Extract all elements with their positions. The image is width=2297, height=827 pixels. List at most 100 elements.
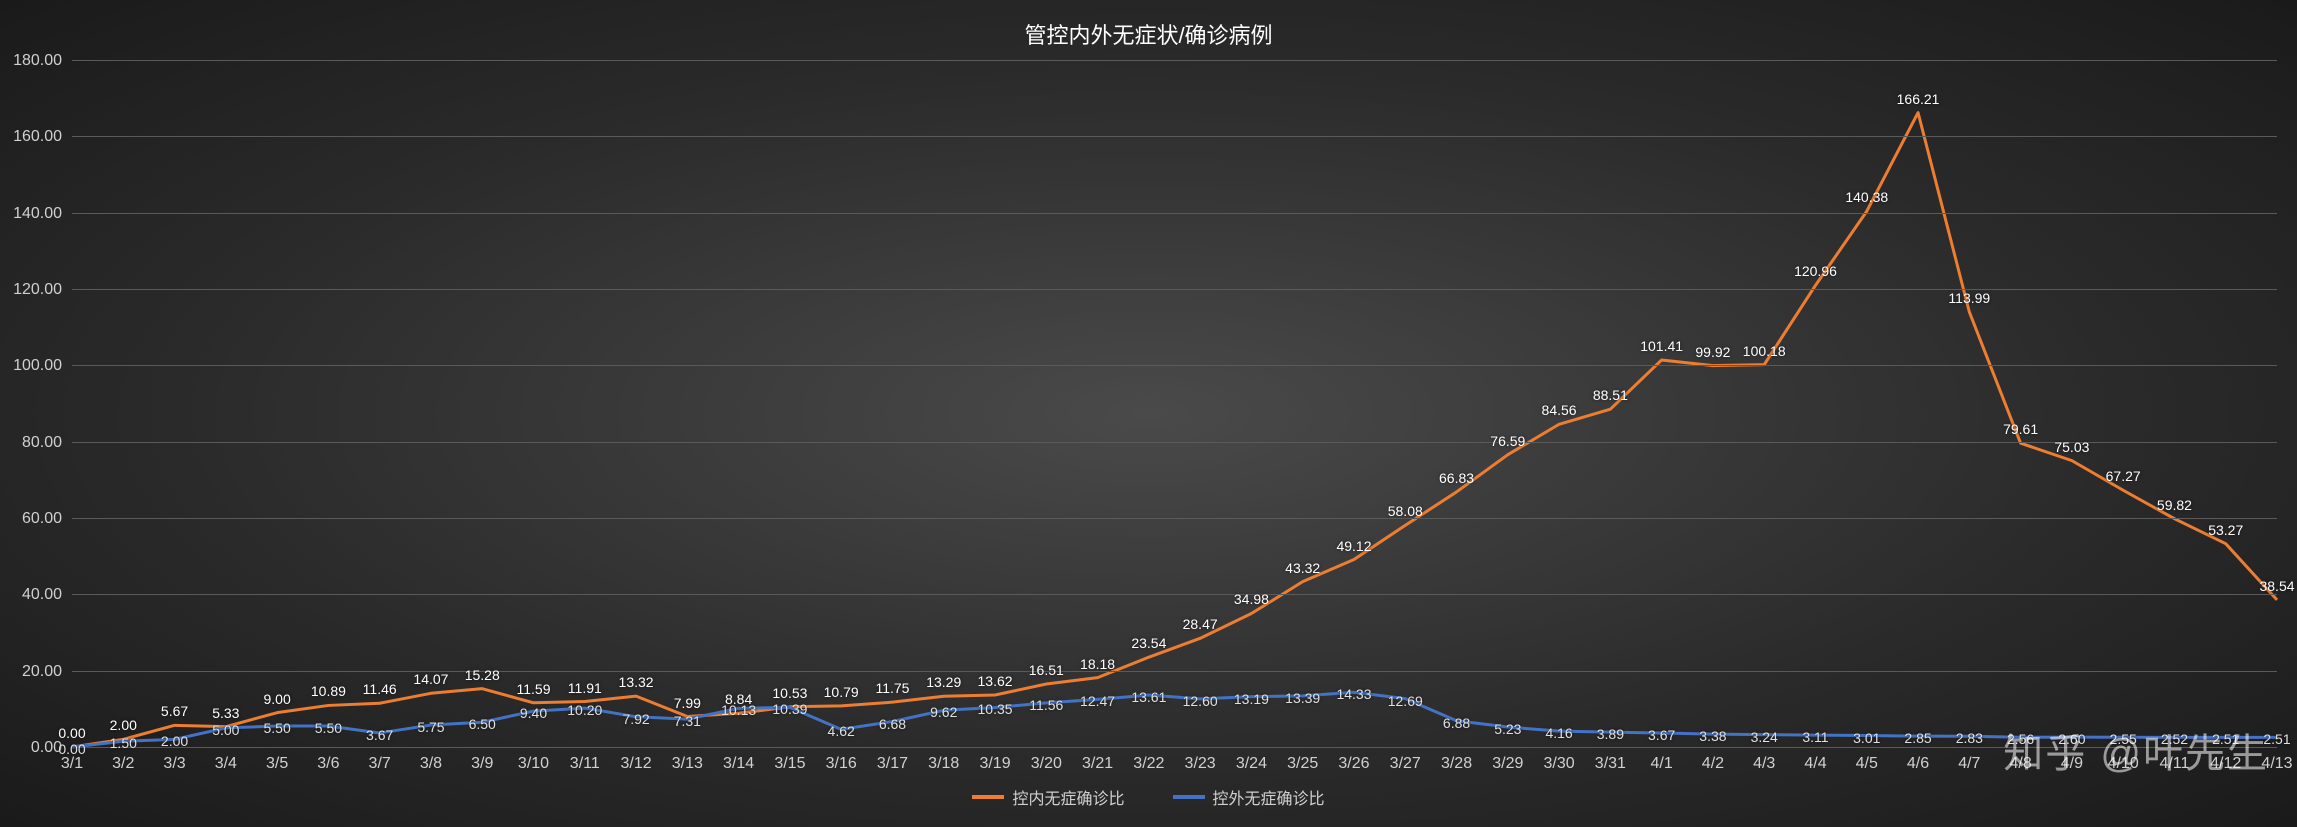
gridline: 180.00 bbox=[72, 60, 2277, 61]
data-label: 49.12 bbox=[1336, 538, 1371, 554]
y-axis-label: 180.00 bbox=[13, 52, 62, 70]
data-label: 14.33 bbox=[1336, 686, 1371, 702]
data-label: 10.35 bbox=[977, 701, 1012, 717]
x-axis-label: 3/9 bbox=[471, 755, 493, 773]
x-axis-label: 3/8 bbox=[420, 755, 442, 773]
chart-container: 管控内外无症状/确诊病例 0.0020.0040.0060.0080.00100… bbox=[0, 0, 2297, 827]
series-line bbox=[72, 692, 2277, 747]
data-label: 3.24 bbox=[1751, 729, 1778, 745]
data-label: 88.51 bbox=[1593, 387, 1628, 403]
x-axis-label: 3/10 bbox=[518, 755, 549, 773]
data-label: 100.18 bbox=[1743, 343, 1786, 359]
data-label: 6.88 bbox=[1443, 715, 1470, 731]
x-axis-label: 3/20 bbox=[1031, 755, 1062, 773]
x-axis-label: 4/5 bbox=[1856, 755, 1878, 773]
y-axis-label: 80.00 bbox=[22, 434, 62, 452]
data-label: 75.03 bbox=[2054, 439, 2089, 455]
data-label: 2.00 bbox=[110, 717, 137, 733]
data-label: 5.50 bbox=[315, 720, 342, 736]
x-axis-label: 3/12 bbox=[620, 755, 651, 773]
data-label: 10.89 bbox=[311, 683, 346, 699]
x-axis-label: 3/24 bbox=[1236, 755, 1267, 773]
data-label: 59.82 bbox=[2157, 497, 2192, 513]
x-axis-label: 3/6 bbox=[317, 755, 339, 773]
data-label: 12.47 bbox=[1080, 693, 1115, 709]
data-label: 6.50 bbox=[469, 716, 496, 732]
data-label: 2.55 bbox=[2110, 731, 2137, 747]
data-label: 5.33 bbox=[212, 705, 239, 721]
data-label: 53.27 bbox=[2208, 522, 2243, 538]
gridline: 160.00 bbox=[72, 136, 2277, 137]
data-label: 13.29 bbox=[926, 674, 961, 690]
data-label: 2.56 bbox=[2007, 731, 2034, 747]
x-axis-label: 4/6 bbox=[1907, 755, 1929, 773]
data-label: 84.56 bbox=[1542, 402, 1577, 418]
data-label: 13.39 bbox=[1285, 690, 1320, 706]
y-axis-label: 60.00 bbox=[22, 510, 62, 528]
data-label: 10.53 bbox=[772, 685, 807, 701]
data-label: 11.91 bbox=[568, 680, 602, 696]
data-label: 11.46 bbox=[363, 681, 397, 697]
data-label: 58.08 bbox=[1388, 503, 1423, 519]
data-label: 101.41 bbox=[1640, 338, 1683, 354]
data-label: 13.61 bbox=[1131, 689, 1166, 705]
data-label: 38.54 bbox=[2259, 578, 2294, 594]
x-axis-label: 3/29 bbox=[1492, 755, 1523, 773]
data-label: 23.54 bbox=[1131, 635, 1166, 651]
data-label: 4.16 bbox=[1545, 725, 1572, 741]
x-axis-label: 3/2 bbox=[112, 755, 134, 773]
data-label: 67.27 bbox=[2106, 468, 2141, 484]
y-axis-label: 20.00 bbox=[22, 663, 62, 681]
data-label: 16.51 bbox=[1029, 662, 1064, 678]
data-label: 10.13 bbox=[721, 702, 756, 718]
data-label: 43.32 bbox=[1285, 560, 1320, 576]
x-axis-label: 4/11 bbox=[2159, 755, 2189, 773]
x-axis-label: 3/7 bbox=[369, 755, 391, 773]
data-label: 120.96 bbox=[1794, 263, 1837, 279]
x-axis-label: 3/3 bbox=[163, 755, 185, 773]
data-label: 2.85 bbox=[1904, 730, 1931, 746]
legend-label: 控内无症确诊比 bbox=[1012, 785, 1124, 809]
data-label: 3.67 bbox=[1648, 727, 1675, 743]
data-label: 2.00 bbox=[161, 733, 188, 749]
legend-item: 控外无症确诊比 bbox=[1173, 785, 1325, 809]
data-label: 79.61 bbox=[2003, 421, 2038, 437]
data-label: 2.60 bbox=[2058, 731, 2085, 747]
x-axis-label: 3/27 bbox=[1390, 755, 1421, 773]
x-axis-label: 3/26 bbox=[1338, 755, 1369, 773]
x-axis-label: 3/4 bbox=[215, 755, 237, 773]
gridline: 100.00 bbox=[72, 365, 2277, 366]
plot-area: 0.0020.0040.0060.0080.00100.00120.00140.… bbox=[72, 60, 2277, 747]
x-axis-label: 3/30 bbox=[1544, 755, 1575, 773]
data-label: 0.00 bbox=[58, 741, 85, 757]
data-label: 13.32 bbox=[619, 674, 654, 690]
x-axis-label: 4/1 bbox=[1651, 755, 1673, 773]
data-label: 11.56 bbox=[1029, 697, 1063, 713]
data-label: 4.62 bbox=[828, 723, 855, 739]
data-label: 9.62 bbox=[930, 704, 957, 720]
data-label: 13.19 bbox=[1234, 691, 1269, 707]
legend: 控内无症确诊比 控外无症确诊比 bbox=[0, 785, 2297, 809]
gridline: 20.00 bbox=[72, 671, 2277, 672]
gridline: 40.00 bbox=[72, 594, 2277, 595]
data-label: 6.68 bbox=[879, 716, 906, 732]
legend-item: 控内无症确诊比 bbox=[972, 785, 1124, 809]
data-label: 5.00 bbox=[212, 722, 239, 738]
data-label: 7.92 bbox=[622, 711, 649, 727]
series-line bbox=[72, 113, 2277, 747]
data-label: 12.69 bbox=[1388, 693, 1423, 709]
data-label: 66.83 bbox=[1439, 470, 1474, 486]
data-label: 99.92 bbox=[1695, 344, 1730, 360]
x-axis-label: 4/9 bbox=[2061, 755, 2083, 773]
data-label: 166.21 bbox=[1897, 91, 1940, 107]
data-label: 3.11 bbox=[1802, 729, 1828, 745]
data-label: 2.52 bbox=[2161, 731, 2188, 747]
data-label: 5.67 bbox=[161, 703, 188, 719]
x-axis-label: 3/23 bbox=[1185, 755, 1216, 773]
data-label: 12.60 bbox=[1183, 693, 1218, 709]
x-axis-label: 3/25 bbox=[1287, 755, 1318, 773]
data-label: 11.75 bbox=[875, 680, 909, 696]
x-axis-label: 3/19 bbox=[979, 755, 1010, 773]
x-axis-label: 3/1 bbox=[61, 755, 83, 773]
x-axis-label: 3/16 bbox=[826, 755, 857, 773]
